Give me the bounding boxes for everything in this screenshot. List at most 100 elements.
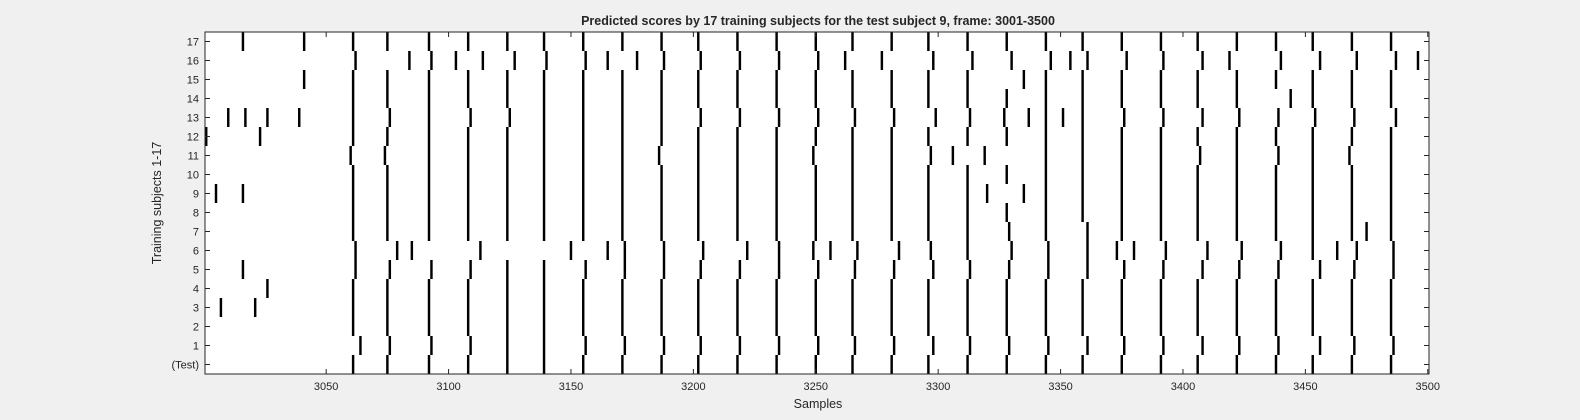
score-mark-row-3-1 — [253, 298, 257, 317]
score-mark-row-test-27 — [1389, 355, 1393, 374]
score-mark-row-4-11 — [736, 279, 739, 298]
score-mark-row-15-1 — [351, 70, 355, 89]
score-mark-row-3-9 — [621, 298, 624, 317]
score-mark-row-11-1 — [383, 146, 387, 165]
score-mark-row-6-16 — [966, 241, 969, 260]
score-mark-row-2-9 — [697, 317, 700, 336]
score-mark-row-17-12 — [736, 32, 739, 51]
score-mark-row-16-21 — [1069, 51, 1072, 70]
score-mark-row-11-8 — [657, 146, 661, 165]
score-mark-row-14-13 — [851, 89, 854, 108]
score-mark-row-16-2 — [430, 51, 433, 70]
score-mark-row-11-0 — [349, 146, 352, 165]
score-mark-row-8-14 — [890, 203, 893, 222]
score-mark-row-9-4 — [427, 184, 431, 203]
score-mark-row-1-8 — [662, 336, 666, 355]
score-mark-row-15-16 — [927, 70, 930, 89]
y-tick-label: 15 — [187, 75, 199, 87]
score-mark-row-17-17 — [927, 32, 930, 51]
score-mark-row-test-3 — [466, 355, 470, 374]
score-mark-row-16-25 — [1201, 51, 1204, 70]
score-mark-row-5-20 — [1086, 260, 1089, 279]
score-mark-row-16-18 — [971, 51, 974, 70]
score-mark-row-5-6 — [542, 260, 546, 279]
score-mark-row-1-17 — [1007, 336, 1011, 355]
score-mark-row-15-17 — [966, 70, 969, 89]
score-mark-row-1-16 — [968, 336, 972, 355]
score-mark-row-16-26 — [1228, 51, 1231, 70]
score-mark-row-4-19 — [1044, 279, 1048, 298]
score-mark-row-13-13 — [699, 108, 702, 127]
score-mark-row-1-24 — [1277, 336, 1280, 355]
score-mark-row-4-6 — [542, 279, 546, 298]
score-mark-row-12-3 — [386, 127, 389, 146]
score-mark-row-12-9 — [621, 127, 624, 146]
score-mark-row-6-22 — [1164, 241, 1168, 260]
score-mark-row-1-4 — [506, 336, 509, 355]
score-mark-row-13-10 — [581, 108, 585, 127]
score-mark-row-6-12 — [829, 241, 832, 260]
score-mark-row-13-27 — [1162, 108, 1165, 127]
score-mark-row-2-15 — [927, 317, 930, 336]
score-mark-row-2-27 — [1389, 317, 1393, 336]
score-mark-row-5-4 — [469, 260, 472, 279]
score-mark-row-16-12 — [738, 51, 742, 70]
score-mark-row-5-3 — [430, 260, 433, 279]
score-mark-row-12-22 — [1120, 127, 1123, 146]
score-mark-row-9-23 — [1120, 184, 1123, 203]
score-mark-row-16-7 — [584, 51, 587, 70]
score-mark-row-12-1 — [258, 127, 262, 146]
score-mark-row-7-25 — [1311, 222, 1314, 241]
score-mark-row-17-2 — [351, 32, 355, 51]
score-mark-row-7-24 — [1274, 222, 1278, 241]
score-mark-row-13-5 — [388, 108, 392, 127]
score-mark-row-10-16 — [966, 165, 969, 184]
score-mark-row-14-4 — [506, 89, 509, 108]
score-mark-row-17-18 — [966, 32, 969, 51]
y-tick-label: 3 — [193, 303, 199, 315]
score-mark-row-2-23 — [1235, 317, 1239, 336]
score-mark-row-test-13 — [851, 355, 854, 374]
score-mark-row-12-23 — [1159, 127, 1163, 146]
score-mark-row-13-1 — [244, 108, 247, 127]
score-mark-row-6-10 — [777, 241, 781, 260]
score-mark-row-11-25 — [1311, 146, 1314, 165]
score-mark-row-8-21 — [1159, 203, 1163, 222]
score-mark-row-test-19 — [1081, 355, 1084, 374]
score-mark-row-8-1 — [386, 203, 389, 222]
score-mark-row-2-13 — [851, 317, 854, 336]
score-mark-row-3-7 — [542, 298, 546, 317]
x-tick-label: 3300 — [926, 381, 950, 393]
score-mark-row-10-0 — [351, 165, 355, 184]
score-mark-row-3-28 — [1350, 298, 1354, 317]
score-mark-row-14-7 — [621, 89, 624, 108]
score-mark-row-2-26 — [1350, 317, 1354, 336]
score-mark-row-7-23 — [1235, 222, 1239, 241]
score-mark-row-7-22 — [1196, 222, 1199, 241]
score-mark-row-8-4 — [506, 203, 509, 222]
score-mark-row-14-27 — [1389, 89, 1393, 108]
score-mark-row-16-4 — [481, 51, 485, 70]
score-mark-row-15-14 — [851, 70, 854, 89]
score-mark-row-test-24 — [1274, 355, 1278, 374]
score-mark-row-6-9 — [746, 241, 749, 260]
score-mark-row-4-18 — [1005, 279, 1008, 298]
score-mark-row-12-2 — [351, 127, 355, 146]
score-mark-row-test-9 — [697, 355, 700, 374]
score-mark-row-13-4 — [351, 108, 355, 127]
score-mark-row-17-23 — [1159, 32, 1163, 51]
x-tick-label: 3450 — [1293, 381, 1317, 393]
score-mark-row-17-26 — [1274, 32, 1278, 51]
score-mark-row-4-26 — [1311, 279, 1314, 298]
score-mark-row-13-31 — [1313, 108, 1317, 127]
score-mark-row-15-3 — [427, 70, 431, 89]
score-mark-row-9-13 — [775, 184, 778, 203]
score-mark-row-13-0 — [227, 108, 230, 127]
score-mark-row-14-0 — [351, 89, 355, 108]
score-mark-row-12-11 — [697, 127, 700, 146]
plot-frame — [204, 31, 1430, 375]
score-mark-row-9-28 — [1311, 184, 1314, 203]
score-mark-row-10-22 — [1196, 165, 1199, 184]
score-mark-row-16-8 — [606, 51, 609, 70]
score-mark-row-17-22 — [1120, 32, 1123, 51]
